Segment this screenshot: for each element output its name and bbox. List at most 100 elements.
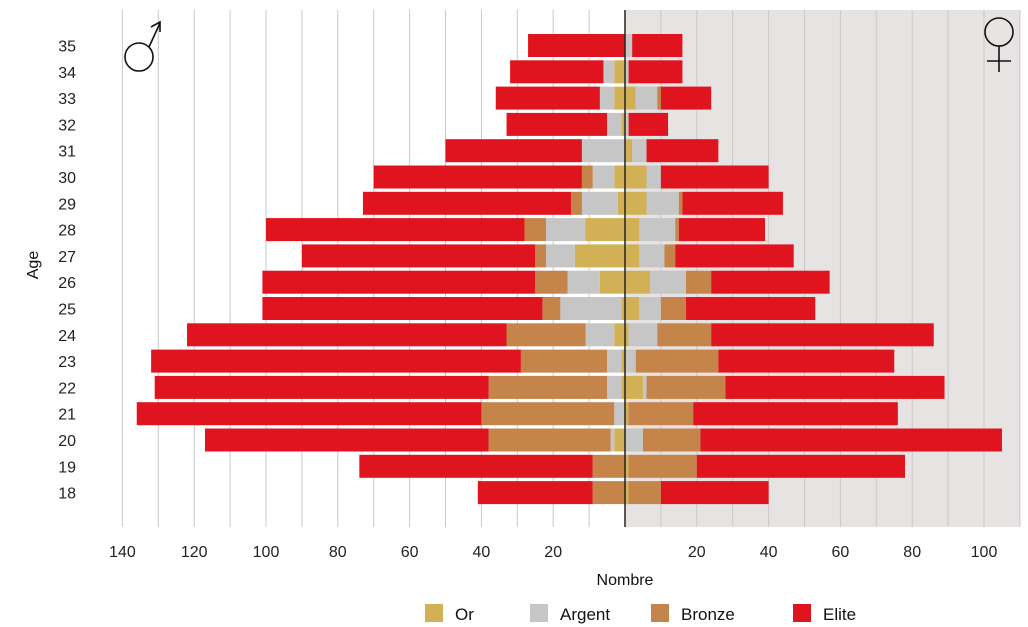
legend-label-argent: Argent <box>560 605 610 624</box>
bar-male-elite-21 <box>136 402 482 426</box>
bar-female-argent-34 <box>625 60 629 84</box>
count-tick-label: 80 <box>329 544 347 561</box>
count-tick-label: 60 <box>832 544 850 561</box>
age-tick-label: 27 <box>58 249 76 266</box>
bar-female-or-19 <box>625 454 629 478</box>
age-tick-label: 23 <box>58 354 76 371</box>
bar-male-bronze-23 <box>520 349 608 373</box>
male-symbol-arrowhead <box>150 20 161 32</box>
bar-male-bronze-28 <box>524 218 547 242</box>
male-symbol-arrow <box>148 22 161 48</box>
bar-female-or-31 <box>625 139 633 163</box>
count-tick-label: 40 <box>473 544 491 561</box>
bar-male-or-28 <box>585 218 625 242</box>
count-tick-label: 60 <box>401 544 419 561</box>
bar-female-argent-28 <box>639 218 676 242</box>
age-tick-label: 25 <box>58 302 76 319</box>
bar-female-elite-22 <box>725 375 945 399</box>
bar-male-or-32 <box>621 112 625 136</box>
age-tick-label: 18 <box>58 486 76 503</box>
bar-male-argent-25 <box>560 297 622 320</box>
count-tick-label: 100 <box>971 544 998 561</box>
male-symbol-ring <box>124 42 154 72</box>
age-tick-label: 28 <box>58 223 76 240</box>
age-tick-label: 34 <box>58 65 76 82</box>
age-tick-label: 24 <box>58 328 76 345</box>
bar-female-elite-26 <box>711 270 830 294</box>
bar-female-or-33 <box>625 86 636 110</box>
age-tick-label: 20 <box>58 433 76 450</box>
bar-female-argent-27 <box>639 244 665 268</box>
bar-female-bronze-27 <box>664 244 676 268</box>
count-tick-label: 140 <box>109 544 136 561</box>
bar-male-argent-28 <box>546 218 586 242</box>
bar-female-elite-24 <box>711 323 934 347</box>
bar-male-argent-27 <box>546 244 575 268</box>
bar-male-or-33 <box>614 86 625 110</box>
bar-female-or-30 <box>625 165 647 189</box>
bar-female-or-29 <box>625 191 647 215</box>
bar-male-argent-31 <box>581 139 625 163</box>
bar-female-bronze-18 <box>628 481 661 505</box>
bar-female-elite-23 <box>718 349 895 373</box>
x-axis-title: Nombre <box>597 572 654 589</box>
age-tick-label: 29 <box>58 196 76 213</box>
bar-male-bronze-24 <box>506 323 586 347</box>
bar-male-or-30 <box>614 165 625 189</box>
bar-female-argent-22 <box>642 375 647 399</box>
bar-male-elite-29 <box>362 191 572 215</box>
bar-male-bronze-27 <box>535 244 547 268</box>
count-tick-label: 100 <box>253 544 280 561</box>
bar-male-argent-30 <box>592 165 615 189</box>
bar-female-or-27 <box>625 244 640 268</box>
bar-male-or-29 <box>617 191 625 215</box>
count-tick-label: 120 <box>181 544 208 561</box>
bar-male-bronze-22 <box>488 375 608 399</box>
bar-male-elite-22 <box>154 375 489 399</box>
bar-female-bronze-19 <box>628 454 697 478</box>
bar-female-bronze-23 <box>635 349 719 373</box>
male-symbol-icon <box>124 20 161 72</box>
bar-female-elite-28 <box>678 218 766 242</box>
bar-male-argent-22 <box>607 375 622 399</box>
bar-male-elite-30 <box>373 165 582 189</box>
bar-female-bronze-26 <box>686 270 712 294</box>
bar-male-bronze-25 <box>542 297 561 320</box>
age-tick-label: 26 <box>58 275 76 292</box>
bar-male-argent-20 <box>610 428 615 452</box>
bar-female-argent-26 <box>650 270 687 294</box>
bar-female-or-26 <box>625 270 651 294</box>
bar-female-argent-33 <box>635 86 658 110</box>
bar-female-bronze-24 <box>657 323 712 347</box>
bar-male-argent-32 <box>607 112 622 136</box>
bar-male-bronze-19 <box>592 454 625 478</box>
bar-male-bronze-20 <box>488 428 611 452</box>
bar-male-elite-28 <box>266 218 525 242</box>
bar-male-elite-35 <box>528 34 625 57</box>
bar-male-argent-33 <box>599 86 615 110</box>
bar-female-argent-32 <box>625 112 629 136</box>
bar-male-or-24 <box>614 323 625 347</box>
bar-male-elite-25 <box>262 297 543 320</box>
bar-female-elite-34 <box>628 60 683 84</box>
female-symbol-icon <box>984 17 1014 72</box>
bar-male-argent-23 <box>607 349 622 373</box>
legend-swatch-elite <box>793 604 811 622</box>
bar-female-argent-24 <box>628 323 658 347</box>
bar-female-elite-31 <box>646 139 719 163</box>
count-tick-label: 20 <box>544 544 562 561</box>
bar-female-bronze-25 <box>660 297 687 320</box>
bar-female-argent-30 <box>646 165 661 189</box>
bars-layer <box>136 34 1002 505</box>
bar-female-argent-20 <box>625 428 643 452</box>
bar-female-elite-20 <box>700 428 1002 452</box>
age-tick-labels: 35 34 33 32 31 30 29 28 27 26 25 24 23 22 21 20 19 18 <box>58 39 76 503</box>
y-axis-title: Age <box>25 251 42 280</box>
legend-label-elite: Elite <box>823 605 856 624</box>
bar-female-or-21 <box>625 402 629 426</box>
bar-male-elite-23 <box>151 349 521 373</box>
bar-female-argent-25 <box>639 297 661 320</box>
bar-female-elite-25 <box>686 297 816 320</box>
bar-male-or-27 <box>574 244 625 268</box>
bar-female-elite-29 <box>682 191 783 215</box>
